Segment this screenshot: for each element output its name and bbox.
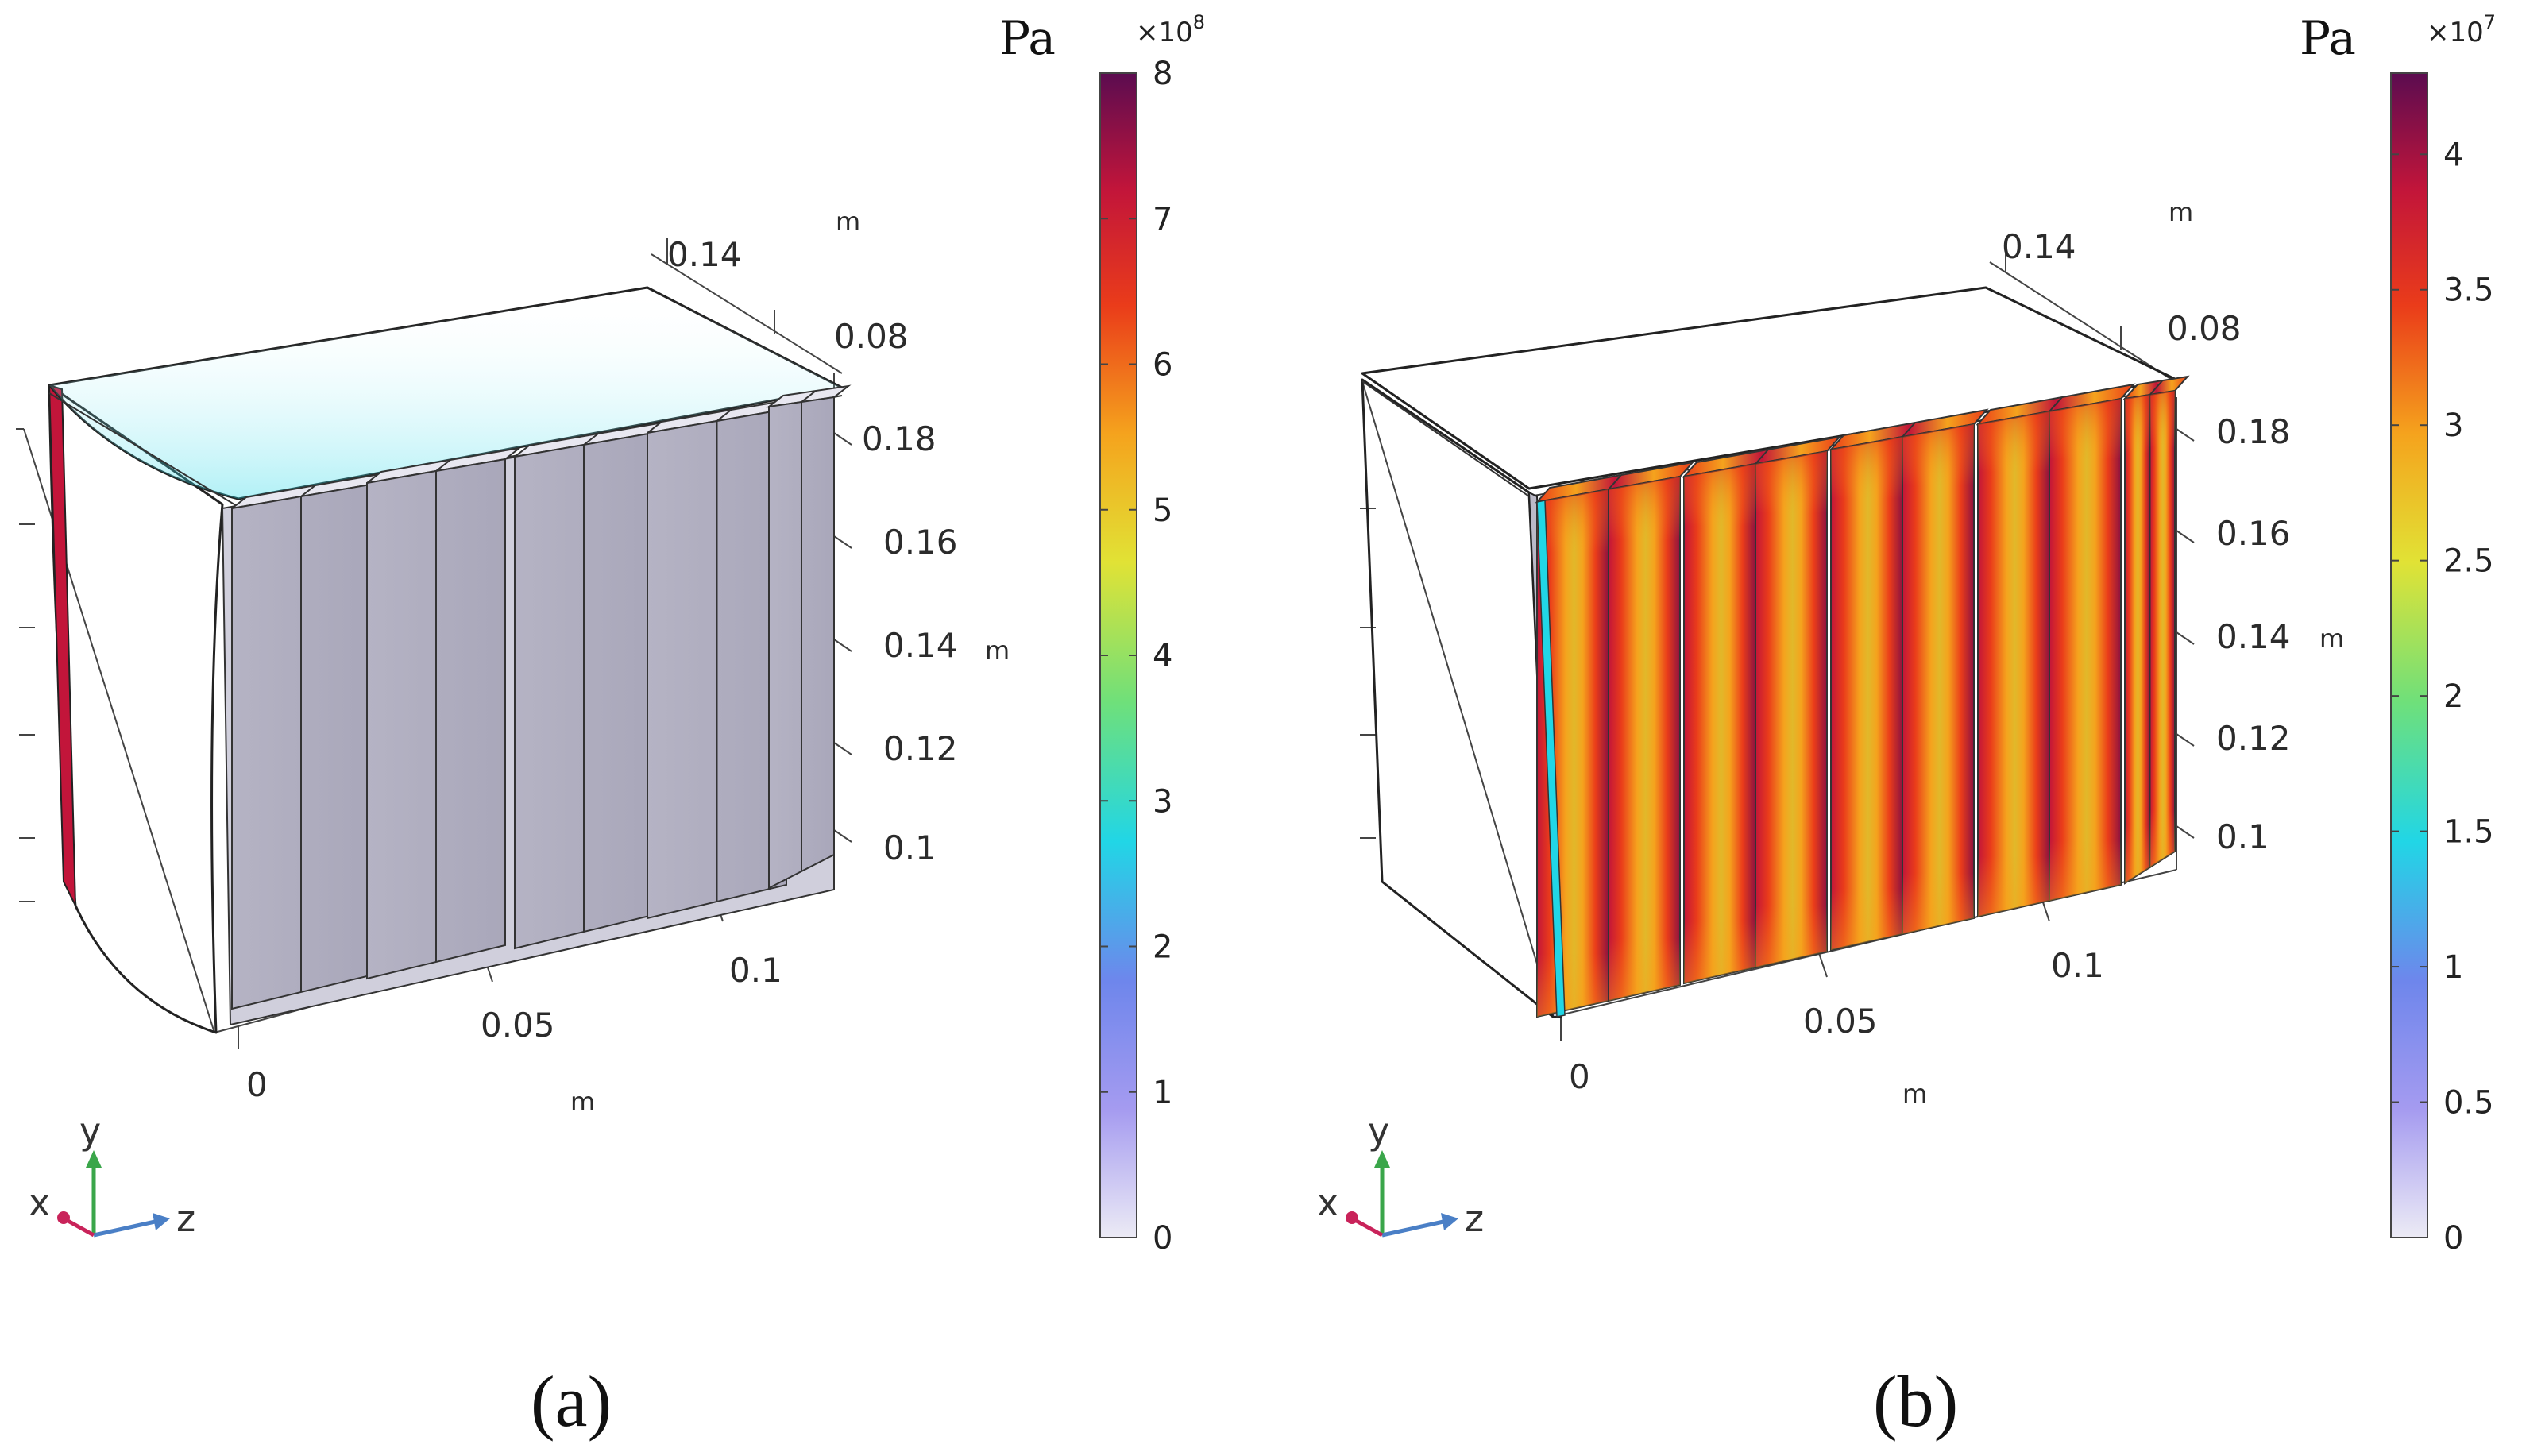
panel-a-colorbar-tick-label: 6	[1153, 347, 1172, 384]
panel-a-z-tick-1: 0.05	[481, 1006, 555, 1045]
panel-b-x-tick-0: 0.14	[2002, 227, 2076, 266]
panel-b-y-tick-4: 0.1	[2216, 817, 2269, 856]
panel-a-y-tick-0: 0.18	[862, 419, 937, 458]
panel-b-colorbar-tick-label: 0.5	[2443, 1085, 2494, 1122]
panel-a-caption: (a)	[531, 1361, 612, 1442]
panel-a-z-tick-2: 0.1	[729, 951, 782, 990]
panel-b-y-tick-0: 0.18	[2216, 412, 2291, 451]
panel-b-z-tick-0: 0	[1569, 1057, 1590, 1096]
panel-b-x-unit: m	[2169, 197, 2193, 227]
panel-b-triad-y: y	[1368, 1110, 1389, 1153]
panel-a-colorbar-exponent: ×108	[1136, 11, 1205, 48]
panel-b-z-tick-1: 0.05	[1803, 1002, 1878, 1041]
panel-b-y-tick-1: 0.16	[2216, 514, 2291, 553]
panel-b-cell-shade	[2149, 391, 2175, 867]
panel-b-colorbar-tick-label: 1.5	[2443, 814, 2494, 851]
panel-b-cell-divider	[1755, 449, 1769, 465]
panel-b-z-tick-2: 0.1	[2051, 946, 2104, 985]
panel-a-colorbar-tick-label: 1	[1153, 1075, 1172, 1111]
panel-b-colorbar-tick-label: 3	[2443, 407, 2463, 444]
panel-b-cells	[1535, 375, 2190, 1018]
panel-b-colorbar-tick-label: 0	[2443, 1220, 2463, 1257]
panel-b-z-unit: m	[1902, 1079, 1927, 1109]
panel-b-cell-divider	[2149, 380, 2164, 396]
panel-b-x-tick-1: 0.08	[2167, 309, 2242, 348]
panel-b-cell-divider	[2049, 396, 2063, 412]
panel-a-triad-x: x	[29, 1181, 50, 1224]
panel-a-cell-divider	[583, 433, 599, 446]
panel-a-y-tick-2: 0.14	[883, 626, 958, 665]
panel-a-y-unit: m	[985, 635, 1010, 666]
panel-a: 0 0.05 0.1 m 0.18 0.16 0.14 0.12 0.1 m 0…	[16, 11, 1205, 1442]
panel-b-cell-divider	[1902, 422, 1916, 438]
panel-a-cell-divider	[801, 390, 817, 403]
panel-b-colorbar-unit: Pa	[2300, 11, 2356, 65]
panel-b-colorbar-tick-label: 2.5	[2443, 543, 2494, 580]
panel-b-colorbar-tick-label: 4	[2443, 137, 2463, 173]
panel-a-x-unit: m	[836, 207, 860, 237]
panel-a-cells	[231, 384, 852, 1010]
panel-b-cell-shade	[1684, 464, 1755, 983]
panel-a-colorbar-tick-label: 2	[1153, 929, 1172, 966]
panel-b-axis-triad: y x z	[1317, 1110, 1484, 1240]
panel-b-y-tick-3: 0.12	[2216, 719, 2291, 758]
panel-a-side-strip	[48, 384, 76, 906]
panel-a-colorbar-tick-label: 4	[1153, 638, 1172, 674]
panel-b-cell-shade	[1755, 451, 1827, 967]
panel-a-triad-y: y	[79, 1110, 101, 1153]
panel-a-colorbar-tick-label: 7	[1153, 201, 1172, 238]
panel-b-colorbar-tick-label: 3.5	[2443, 272, 2494, 309]
panel-a-x-tick-1: 0.08	[834, 317, 909, 356]
panel-a-z-unit: m	[570, 1087, 595, 1117]
panel-a-cell-divider	[716, 409, 732, 422]
panel-b-y-tick-2: 0.14	[2216, 617, 2291, 656]
panel-a-axis-triad: y x z	[29, 1110, 195, 1240]
panel-a-colorbar-tick-label: 0	[1153, 1220, 1172, 1257]
panel-b-cell-shade	[1902, 424, 1974, 934]
panel-b-colorbar-tick-label: 1	[2443, 949, 2463, 986]
panel-b-cell-shade	[2049, 399, 2121, 901]
panel-b-cell-shade	[1609, 477, 1680, 1001]
panel-b: 0 0.05 0.1 m 0.18 0.16 0.14 0.12 0.1 m 0…	[1317, 11, 2496, 1442]
panel-a-cell-divider	[435, 459, 451, 472]
panel-b-triad-x: x	[1317, 1181, 1338, 1224]
panel-a-cell-divider	[300, 485, 316, 497]
panel-a-z-tick-0: 0	[246, 1065, 268, 1104]
panel-a-colorbar-tick-label: 5	[1153, 492, 1172, 529]
panel-b-cell-shade	[1831, 437, 1902, 950]
panel-a-y-tick-1: 0.16	[883, 523, 958, 562]
panel-b-colorbar-exponent: ×107	[2427, 11, 2496, 48]
panel-b-colorbar-tick-label: 2	[2443, 678, 2463, 715]
panel-b-y-unit: m	[2319, 624, 2344, 654]
panel-b-caption: (b)	[1873, 1361, 1958, 1442]
panel-b-cell-shade	[1978, 411, 2049, 917]
panel-a-y-tick-4: 0.1	[883, 828, 937, 867]
panel-a-colorbar-tick-label: 8	[1153, 56, 1172, 92]
panel-b-cell-divider	[1608, 474, 1622, 490]
panel-a-colorbar: 0 1 2 3 4 5 6 7 8 Pa ×108	[999, 11, 1205, 1257]
panel-a-x-tick-0: 0.14	[667, 235, 742, 274]
panel-b-cell-shade	[2125, 395, 2150, 883]
panel-a-triad-z: z	[176, 1197, 195, 1240]
panel-a-colorbar-tick-label: 3	[1153, 783, 1172, 820]
panel-a-colorbar-unit: Pa	[999, 11, 1056, 65]
panel-a-y-tick-3: 0.12	[883, 729, 958, 768]
panel-b-triad-z: z	[1465, 1197, 1484, 1240]
panel-b-colorbar: 0 0.5 1 1.5 2 2.5 3 3.5 4 Pa ×107	[2300, 11, 2496, 1257]
panel-b-cell-edge-strip	[1536, 500, 1566, 1018]
